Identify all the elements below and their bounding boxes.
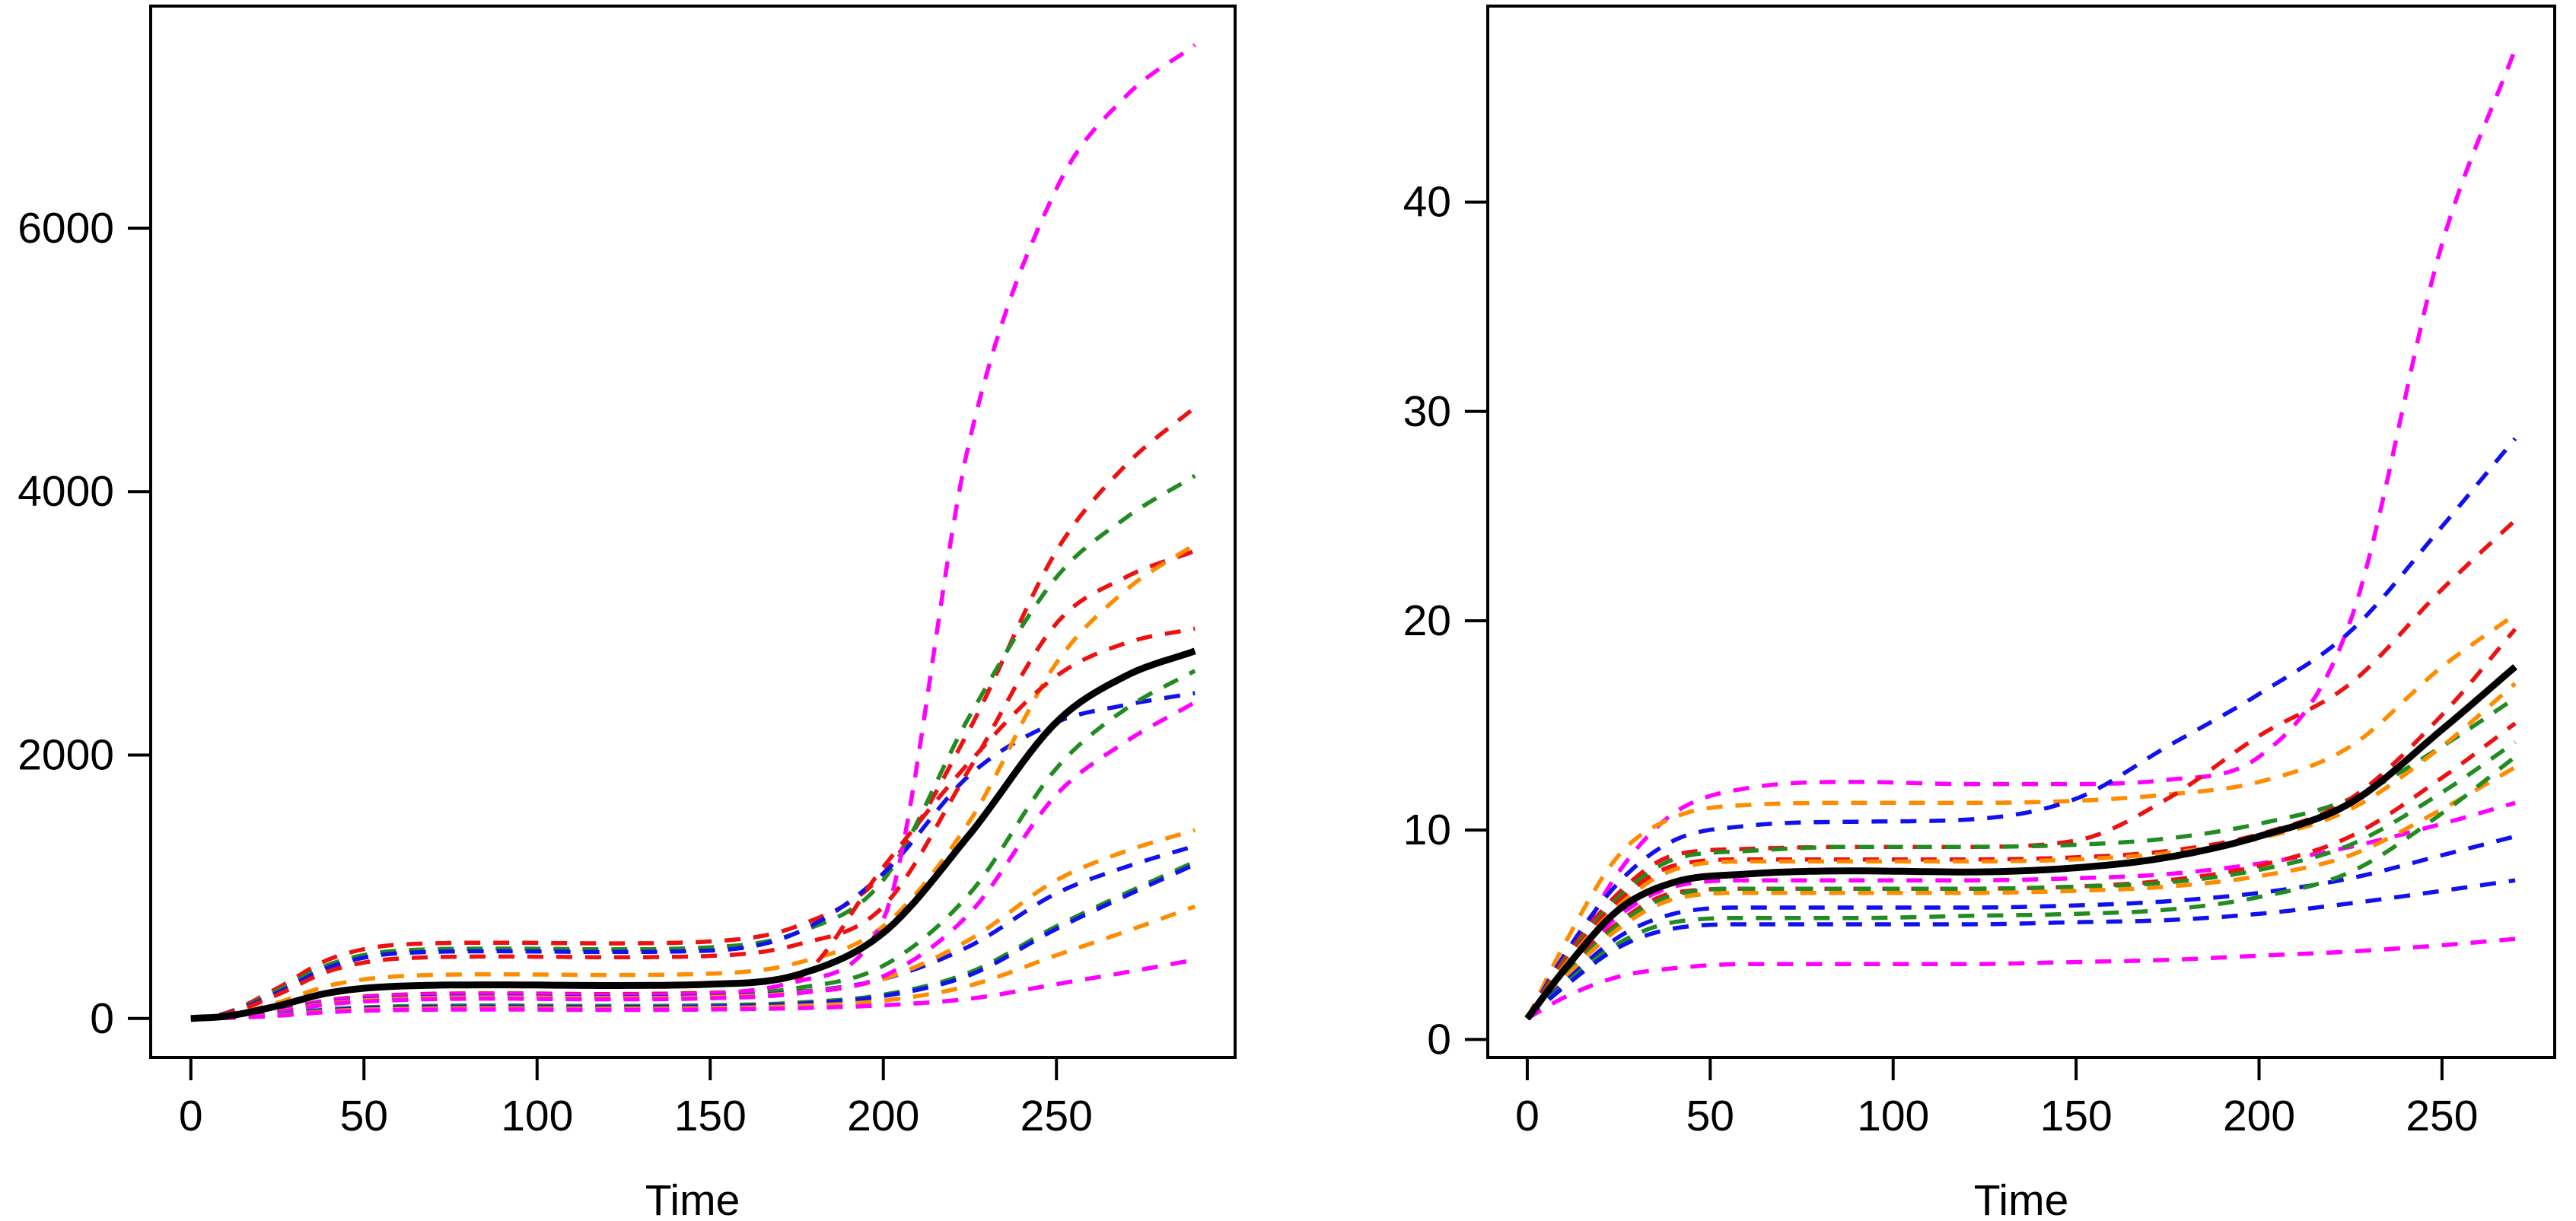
x-tick-label: 200 [847, 1092, 919, 1140]
right-plot-axes: 0 50 100 150 200 250 0 10 20 30 40 [1403, 178, 2479, 1140]
right-plot-panel: 0 50 100 150 200 250 0 10 20 30 40 Time [1403, 5, 2556, 1221]
x-tick-label: 50 [1686, 1092, 1734, 1140]
y-tick-label: 0 [90, 994, 114, 1043]
right-plot-box [1486, 5, 2556, 1059]
y-tick-label: 2000 [18, 730, 114, 779]
curve-blue-1 [1525, 437, 2517, 1020]
curve-blue-2 [1525, 834, 2516, 1020]
x-tick-label: 200 [2223, 1092, 2295, 1140]
curve-orange-3 [1525, 765, 2517, 1020]
x-tick-label: 0 [179, 1092, 203, 1140]
curve-magenta-1 [1525, 48, 2517, 1020]
curve-magenta-3 [190, 957, 1196, 1021]
y-tick-label: 20 [1403, 596, 1451, 645]
right-xaxis-title: Time [1974, 1176, 2069, 1221]
mean-curve [1524, 664, 2518, 1021]
curve-orange-1 [190, 542, 1196, 1021]
curve-blue-1 [190, 691, 1196, 1021]
x-tick-label: 100 [501, 1092, 573, 1140]
curve-magenta-3 [1526, 936, 2516, 1021]
curve-red-1 [190, 405, 1196, 1021]
curve-green-2 [1525, 740, 2517, 1020]
left-plot-series [190, 43, 1196, 1022]
x-tick-label: 0 [1515, 1092, 1540, 1140]
x-tick-label: 250 [1021, 1092, 1093, 1140]
y-tick-label: 6000 [18, 204, 114, 253]
x-tick-label: 250 [2406, 1092, 2478, 1140]
x-tick-label: 50 [340, 1092, 388, 1140]
curve-magenta-2 [190, 700, 1196, 1021]
y-tick-label: 30 [1403, 387, 1451, 436]
right-plot-series [1524, 48, 2518, 1021]
y-tick-label: 0 [1427, 1015, 1451, 1064]
x-tick-label: 100 [1857, 1092, 1929, 1140]
x-tick-label: 150 [2040, 1092, 2113, 1140]
curve-red-1 [1525, 518, 2517, 1020]
left-xaxis-title: Time [645, 1176, 740, 1221]
left-plot-box [149, 5, 1237, 1059]
curve-green-3 [1526, 755, 2517, 1020]
curve-red-2 [190, 548, 1196, 1021]
mean-curve [190, 647, 1196, 1022]
curve-green-1 [190, 474, 1196, 1021]
curve-blue-3 [1526, 878, 2516, 1020]
y-tick-label: 4000 [18, 467, 114, 516]
curve-orange-1 [1525, 612, 2517, 1020]
curve-magenta-1 [190, 43, 1196, 1021]
left-plot-axes: 0 50 100 150 200 250 0 2000 4000 6000 [18, 204, 1093, 1140]
y-tick-label: 40 [1403, 178, 1451, 227]
curve-orange-2 [1525, 682, 2517, 1020]
left-plot-panel: 0 50 100 150 200 250 0 2000 4000 6000 Time [18, 5, 1237, 1221]
x-tick-label: 150 [674, 1092, 747, 1140]
y-tick-label: 10 [1403, 806, 1451, 854]
